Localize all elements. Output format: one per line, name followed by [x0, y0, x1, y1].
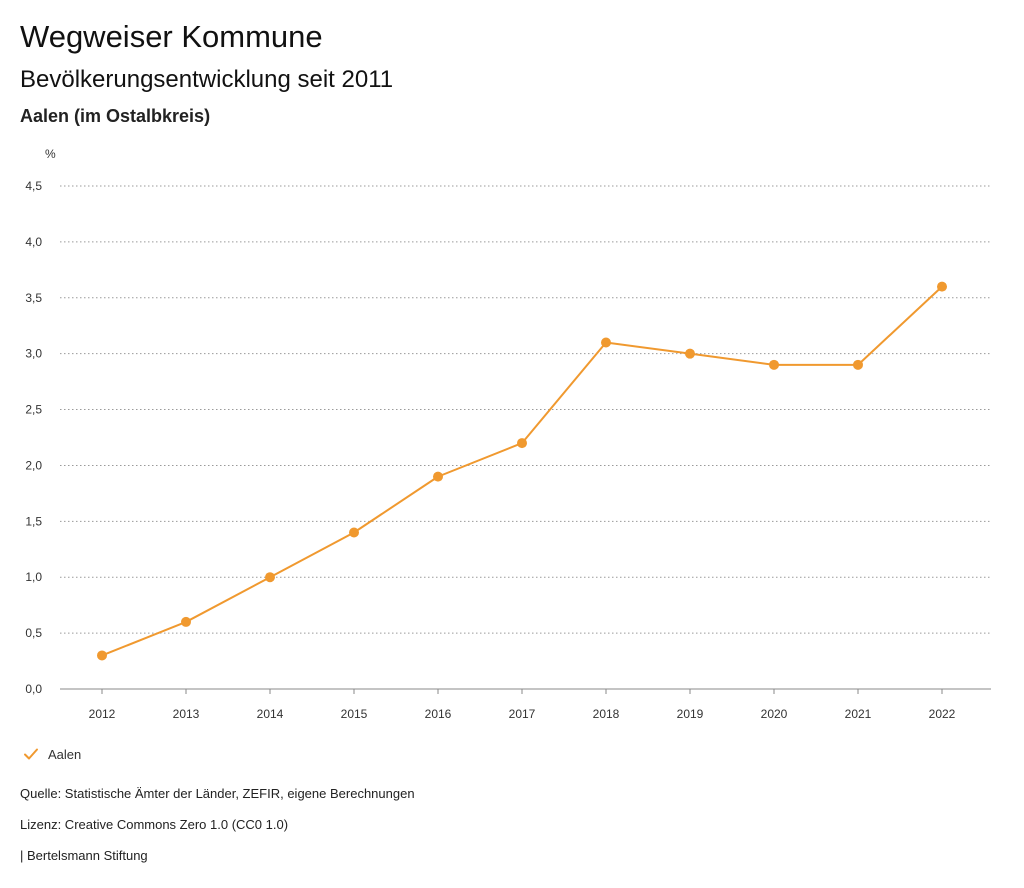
x-tick-label: 2016: [425, 707, 452, 721]
data-point[interactable]: [97, 650, 107, 661]
y-tick-label: 0,0: [25, 682, 42, 696]
y-axis-unit-label: %: [45, 147, 56, 161]
x-axis-ticks: 2012 2013 2014 2015 2016 2017 2018 2019 2020 2021…: [89, 689, 956, 721]
region-label: Aalen (im Ostalbkreis): [20, 106, 211, 126]
x-tick-label: 2021: [845, 707, 872, 721]
x-tick-label: 2020: [761, 707, 788, 721]
y-axis-ticks: 0,0 0,5 1,0 1,5 2,0 2,5 3,0 3,5 4,0 4,5: [25, 179, 42, 696]
data-point[interactable]: [265, 572, 275, 583]
grid-lines: [60, 185, 991, 690]
data-point[interactable]: [685, 348, 695, 359]
brand-note: | Bertelsmann Stiftung: [20, 848, 148, 863]
source-note: Quelle: Statistische Ämter der Länder, Z…: [20, 786, 415, 801]
y-tick-label: 1,0: [25, 570, 42, 584]
y-tick-label: 1,5: [25, 514, 42, 528]
legend-label: Aalen: [48, 746, 82, 762]
legend-item-aalen[interactable]: Aalen: [22, 745, 81, 763]
x-tick-label: 2018: [593, 707, 620, 721]
data-point[interactable]: [433, 471, 443, 482]
y-tick-label: 3,5: [25, 291, 42, 305]
y-tick-label: 4,0: [25, 235, 42, 249]
y-tick-label: 3,0: [25, 347, 42, 361]
data-point[interactable]: [601, 337, 611, 348]
series-group: [97, 281, 947, 661]
data-point[interactable]: [181, 616, 191, 627]
data-point[interactable]: [937, 281, 947, 292]
data-point[interactable]: [769, 359, 779, 370]
x-tick-label: 2019: [677, 707, 704, 721]
series-line-aalen: [101, 285, 943, 657]
x-tick-label: 2014: [257, 707, 284, 721]
x-tick-label: 2013: [173, 707, 200, 721]
y-tick-label: 4,5: [25, 179, 42, 193]
check-icon: [24, 748, 38, 760]
y-tick-label: 2,0: [25, 458, 42, 472]
x-tick-label: 2015: [341, 707, 368, 721]
data-point[interactable]: [517, 438, 527, 449]
data-point[interactable]: [853, 359, 863, 370]
x-tick-label: 2017: [509, 707, 536, 721]
x-tick-label: 2022: [929, 707, 956, 721]
y-tick-label: 2,5: [25, 403, 42, 417]
y-tick-label: 0,5: [25, 626, 42, 640]
chart-subtitle: Bevölkerungsentwicklung seit 2011: [20, 66, 394, 93]
page-title: Wegweiser Kommune: [20, 19, 323, 54]
license-note: Lizenz: Creative Commons Zero 1.0 (CC0 1…: [20, 817, 289, 832]
x-tick-label: 2012: [89, 707, 116, 721]
line-chart: % 0,00,51,01,52,02,53,03,54,04,5 2012 201…: [25, 147, 991, 721]
data-point[interactable]: [349, 527, 359, 538]
